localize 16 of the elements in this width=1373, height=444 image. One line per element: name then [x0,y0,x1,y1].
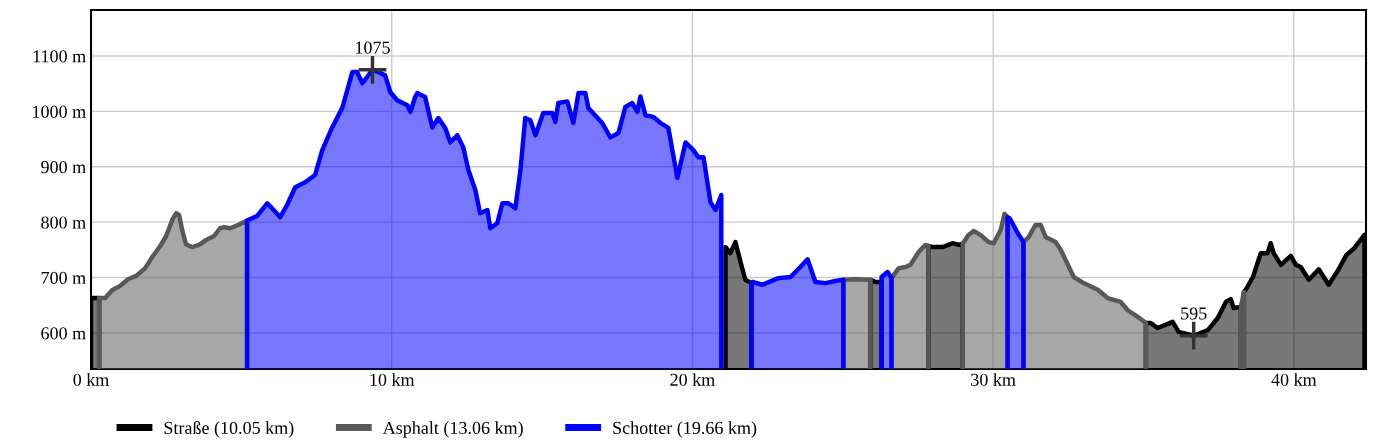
y-tick-label: 1100 m [33,50,86,63]
y-tick-label: 900 m [41,161,86,174]
y-tick-label: 700 m [41,271,86,284]
x-tick-label: 40 km [1271,373,1317,386]
legend-label: Schotter (19.66 km) [613,421,757,438]
x-tick-label: 0 km [73,373,110,386]
annotation: 1075 [356,41,390,54]
x-tick-label: 30 km [971,373,1016,386]
x-tick-label: 10 km [370,373,415,386]
annotation: 595 [1181,307,1207,320]
legend-label: Straße (10.05 km) [164,421,294,438]
y-tick-label: 1000 m [33,105,86,118]
legend-label: Asphalt (13.06 km) [382,421,523,438]
y-tick-label: 600 m [41,327,86,340]
x-tick-label: 20 km [670,373,715,386]
y-tick-label: 800 m [41,216,86,229]
